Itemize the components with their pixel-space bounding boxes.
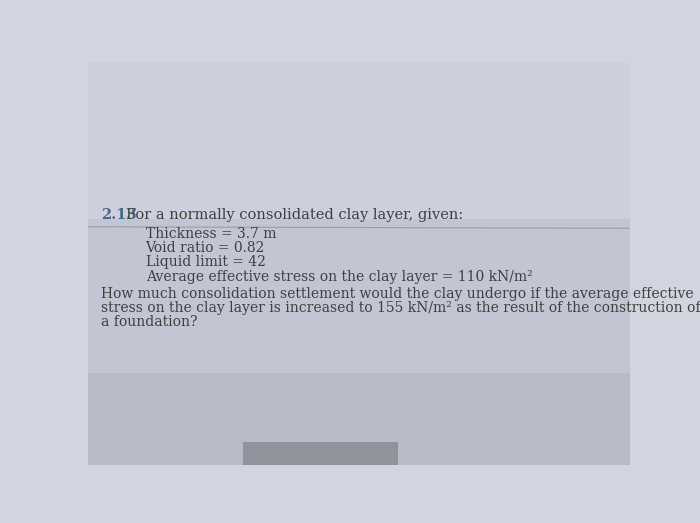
Bar [88, 373, 630, 465]
Bar [242, 442, 398, 465]
Bar [88, 63, 630, 227]
Text: Average effective stress on the clay layer = 110 kN/m²: Average effective stress on the clay lay… [146, 269, 533, 283]
Text: For a normally consolidated clay layer, given:: For a normally consolidated clay layer, … [126, 208, 463, 222]
Text: a foundation?: a foundation? [102, 314, 198, 328]
Text: Void ratio = 0.82: Void ratio = 0.82 [146, 241, 265, 255]
Text: 2.13: 2.13 [102, 208, 137, 222]
Text: Liquid limit = 42: Liquid limit = 42 [146, 255, 265, 269]
Bar [88, 219, 630, 373]
Text: stress on the clay layer is increased to 155 kN/m² as the result of the construc: stress on the clay layer is increased to… [102, 301, 700, 315]
Text: Thickness = 3.7 m: Thickness = 3.7 m [146, 227, 276, 241]
Text: How much consolidation settlement would the clay undergo if the average effectiv: How much consolidation settlement would … [102, 287, 694, 301]
